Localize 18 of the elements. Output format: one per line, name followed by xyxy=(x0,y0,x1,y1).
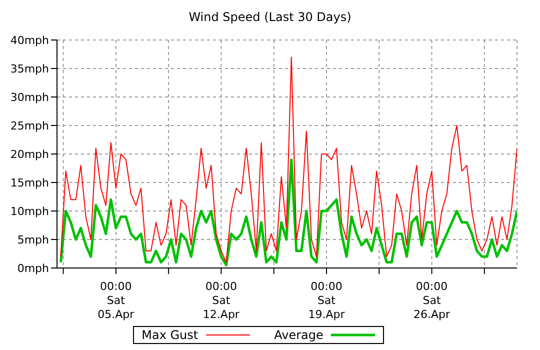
line-series xyxy=(60,158,517,266)
x-tick-label: 00:00 Sat 12.Apr xyxy=(202,280,240,321)
x-tick-label: 00:00 Sat 19.Apr xyxy=(308,280,346,321)
x-tick-label: 00:00 Sat 26.Apr xyxy=(414,280,451,321)
y-tick-label: 15mph xyxy=(10,176,50,190)
y-tick-label: 25mph xyxy=(10,119,50,132)
y-tick-label: 20mph xyxy=(10,148,50,161)
x-tick-label: 00:00 Sat 05.Apr xyxy=(98,280,135,321)
y-tick-label: 30mph xyxy=(10,90,50,104)
y-tick-label: 40mph xyxy=(10,34,50,47)
legend-label: Average xyxy=(274,328,324,342)
y-tick-label: 5mph xyxy=(17,233,50,246)
line-series xyxy=(60,56,517,263)
y-tick-label: 10mph xyxy=(10,204,50,218)
y-tick-label: 35mph xyxy=(10,62,50,76)
y-tick-label: 0mph xyxy=(17,262,50,275)
legend-label: Max Gust xyxy=(142,328,198,342)
chart-title: Wind Speed (Last 30 Days) xyxy=(188,10,352,24)
